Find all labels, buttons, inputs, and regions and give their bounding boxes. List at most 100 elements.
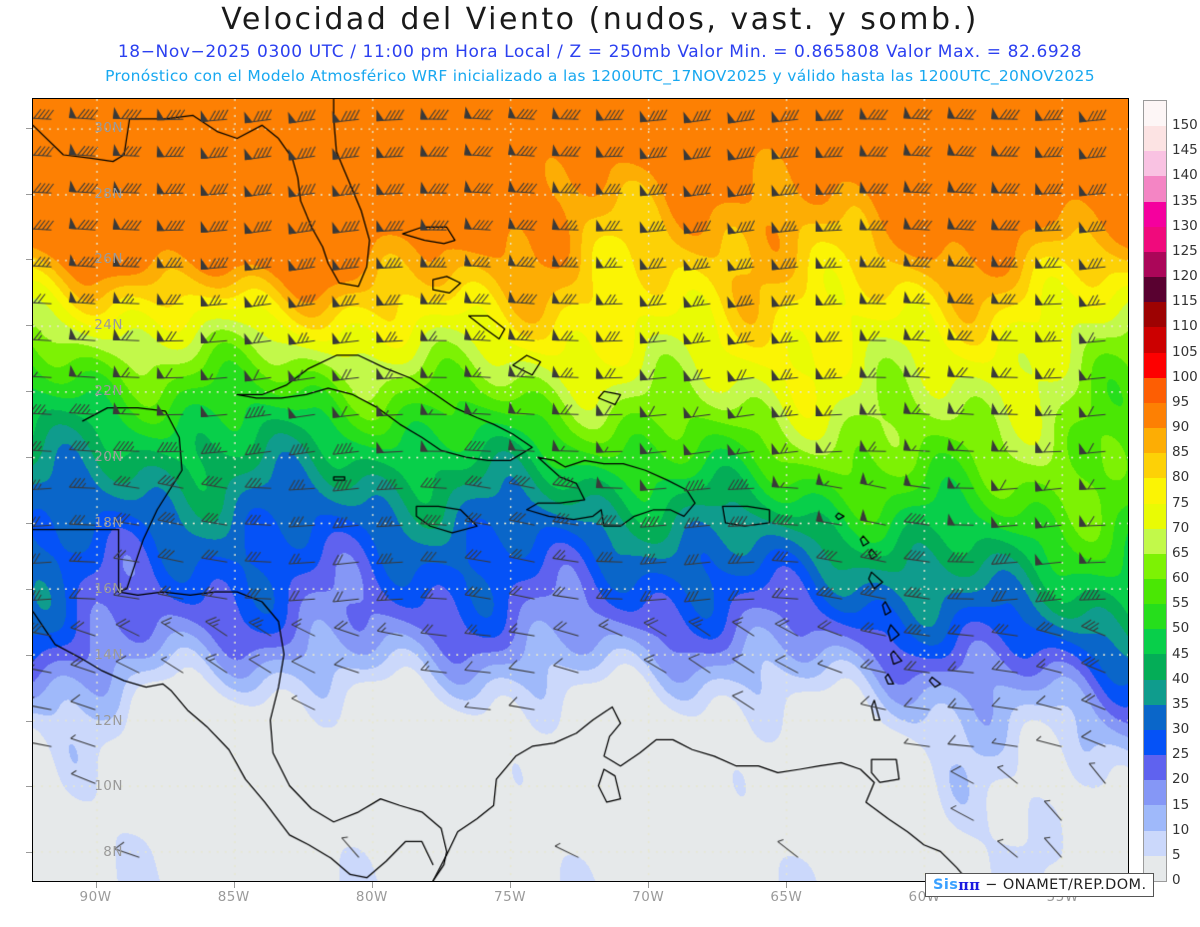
colorbar-tick-140: 140 (1172, 167, 1198, 184)
colorbar-tick-145: 145 (1172, 142, 1198, 159)
lon-label-75W: 75W (494, 889, 527, 905)
colorbar-band (1144, 151, 1166, 177)
colorbar-tick-30: 30 (1172, 721, 1190, 738)
colorbar-band (1144, 729, 1166, 756)
wind-speed-colorbar[interactable] (1143, 100, 1167, 882)
colorbar-tick-25: 25 (1172, 746, 1190, 763)
colorbar-tick-45: 45 (1172, 645, 1190, 662)
lat-tick (26, 391, 32, 393)
colorbar-band (1144, 629, 1166, 655)
lat-tick (26, 127, 32, 129)
colorbar-band (1144, 251, 1166, 278)
colorbar-tick-60: 60 (1172, 570, 1190, 587)
colorbar-tick-15: 15 (1172, 796, 1190, 813)
colorbar-band (1144, 402, 1166, 429)
colorbar-tick-10: 10 (1172, 821, 1190, 838)
lat-label-22: 22N (94, 383, 123, 400)
colorbar-tick-90: 90 (1172, 419, 1190, 436)
colorbar-tick-135: 135 (1172, 192, 1198, 209)
colorbar-band (1144, 201, 1166, 227)
lat-tick (26, 720, 32, 722)
colorbar-band (1144, 277, 1166, 303)
colorbar-tick-55: 55 (1172, 595, 1190, 612)
colorbar-band (1144, 528, 1166, 554)
lat-tick (26, 852, 32, 854)
lat-label-20: 20N (94, 449, 123, 466)
colorbar-band (1144, 604, 1166, 630)
colorbar-band (1144, 377, 1166, 403)
lat-tick (26, 193, 32, 195)
colorbar-tick-70: 70 (1172, 519, 1190, 536)
lon-tick (95, 882, 97, 888)
lat-label-28: 28N (94, 185, 123, 202)
colorbar-tick-40: 40 (1172, 670, 1190, 687)
lat-tick (26, 259, 32, 261)
colorbar-band (1144, 478, 1166, 504)
colorbar-band (1144, 654, 1166, 680)
colorbar-tick-20: 20 (1172, 771, 1190, 788)
watermark-sis-text: Sis (933, 877, 959, 893)
lat-label-8: 8N (103, 844, 123, 861)
weather-map-panel[interactable] (32, 98, 1129, 882)
watermark-tt-logo-icon: ππ (958, 876, 981, 894)
lon-tick (786, 882, 788, 888)
colorbar-tick-130: 130 (1172, 217, 1198, 234)
lon-tick (371, 882, 373, 888)
page-title: Velocidad del Viento (nudos, vast. y som… (221, 2, 979, 37)
colorbar-tick-115: 115 (1172, 293, 1198, 310)
colorbar-tick-110: 110 (1172, 318, 1198, 335)
lat-label-14: 14N (94, 646, 123, 663)
lat-label-18: 18N (94, 514, 123, 531)
colorbar-band (1144, 101, 1166, 127)
lat-tick (26, 654, 32, 656)
colorbar-band (1144, 780, 1166, 806)
chart-header: Velocidad del Viento (nudos, vast. y som… (0, 0, 1200, 96)
colorbar-band (1144, 302, 1166, 328)
lon-label-85W: 85W (217, 889, 250, 905)
colorbar-band (1144, 453, 1166, 479)
lon-label-65W: 65W (770, 889, 803, 905)
colorbar-tick-5: 5 (1172, 846, 1181, 863)
colorbar-band (1144, 126, 1166, 152)
colorbar-tick-50: 50 (1172, 620, 1190, 637)
colorbar-band (1144, 226, 1166, 252)
lon-label-70W: 70W (632, 889, 665, 905)
colorbar-band (1144, 704, 1166, 730)
colorbar-band (1144, 805, 1166, 831)
colorbar-band (1144, 352, 1166, 378)
lat-tick (26, 786, 32, 788)
colorbar-tick-35: 35 (1172, 695, 1190, 712)
lat-tick (26, 457, 32, 459)
chart-subtitle-primary: 18−Nov−2025 0300 UTC / 11:00 pm Hora Loc… (117, 42, 1083, 62)
lon-label-90W: 90W (79, 889, 112, 905)
colorbar-band (1144, 679, 1166, 705)
watermark-agency-text: − ONAMET/REP.DOM. (985, 877, 1147, 893)
lon-tick (510, 882, 512, 888)
colorbar-tick-80: 80 (1172, 469, 1190, 486)
colorbar-band (1144, 578, 1166, 605)
colorbar-tick-65: 65 (1172, 544, 1190, 561)
lat-label-30: 30N (94, 119, 123, 136)
provider-watermark: Sis ππ − ONAMET/REP.DOM. (925, 873, 1155, 897)
colorbar-tick-85: 85 (1172, 444, 1190, 461)
colorbar-band (1144, 176, 1166, 202)
colorbar-tick-150: 150 (1172, 117, 1198, 134)
colorbar-tick-100: 100 (1172, 368, 1198, 385)
lon-tick (233, 882, 235, 888)
lat-label-26: 26N (94, 251, 123, 268)
lon-label-80W: 80W (355, 889, 388, 905)
colorbar-band (1144, 755, 1166, 781)
lat-label-24: 24N (94, 317, 123, 334)
lat-tick (26, 325, 32, 327)
colorbar-tick-95: 95 (1172, 393, 1190, 410)
colorbar-band (1144, 553, 1166, 579)
colorbar-tick-120: 120 (1172, 268, 1198, 285)
colorbar-band (1144, 830, 1166, 856)
colorbar-tick-125: 125 (1172, 242, 1198, 259)
colorbar-tick-0: 0 (1172, 872, 1181, 888)
colorbar-band (1144, 503, 1166, 529)
lat-tick (26, 522, 32, 524)
lon-tick (648, 882, 650, 888)
lat-tick (26, 588, 32, 590)
colorbar-band (1144, 428, 1166, 454)
